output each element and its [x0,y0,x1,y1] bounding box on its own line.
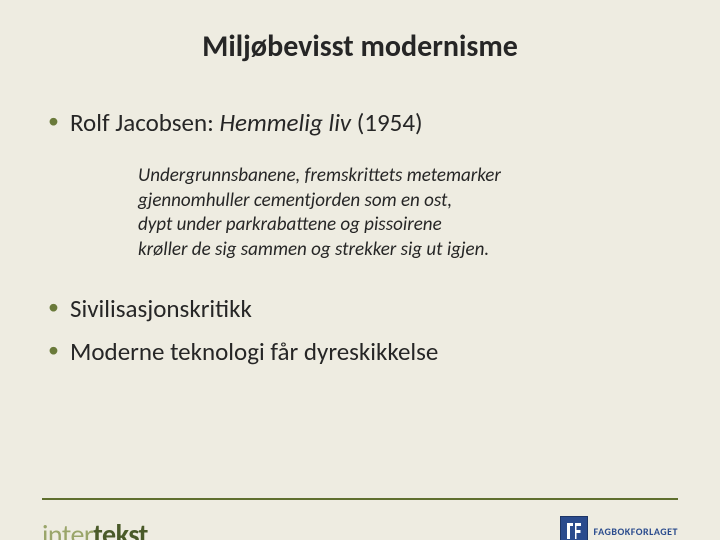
quote-line: Undergrunnsbanene, fremskrittets metemar… [138,164,676,189]
bullet-suffix: (1954) [351,107,423,138]
quote-line: dypt under parkrabattene og pissoirene [138,213,676,238]
bullet-text: Sivilisasjonskritikk [70,293,252,324]
slide-body: Rolf Jacobsen: Hemmelig liv (1954) Under… [0,107,720,367]
logo-intertekst: intertekst [42,517,148,540]
slide-footer: intertekst FAGBOKFORLAGET [0,484,720,540]
bullet-item: Moderne teknologi får dyreskikkelse [44,336,676,367]
quote-line: gjennomhuller cementjorden som en ost, [138,189,676,214]
logo-fagbokforlaget: FAGBOKFORLAGET [560,516,678,540]
footer-divider [42,498,678,500]
slide-title: Miljøbevisst modernisme [0,28,720,65]
bullet-item: Sivilisasjonskritikk [44,293,676,324]
bullet-text: Moderne teknologi får dyreskikkelse [70,336,438,367]
logo-part1: inter [42,517,93,540]
bullet-italic: Hemmelig liv [219,107,351,138]
quote-block: Undergrunnsbanene, fremskrittets metemar… [138,164,676,263]
logo-part2: tekst [93,517,148,540]
quote-line: krøller de sig sammen og strekker sig ut… [138,238,676,263]
publisher-name: FAGBOKFORLAGET [594,525,678,538]
publisher-mark-icon [560,516,588,540]
bullet-prefix: Rolf Jacobsen: [70,107,219,138]
bullet-item: Rolf Jacobsen: Hemmelig liv (1954) [44,107,676,138]
